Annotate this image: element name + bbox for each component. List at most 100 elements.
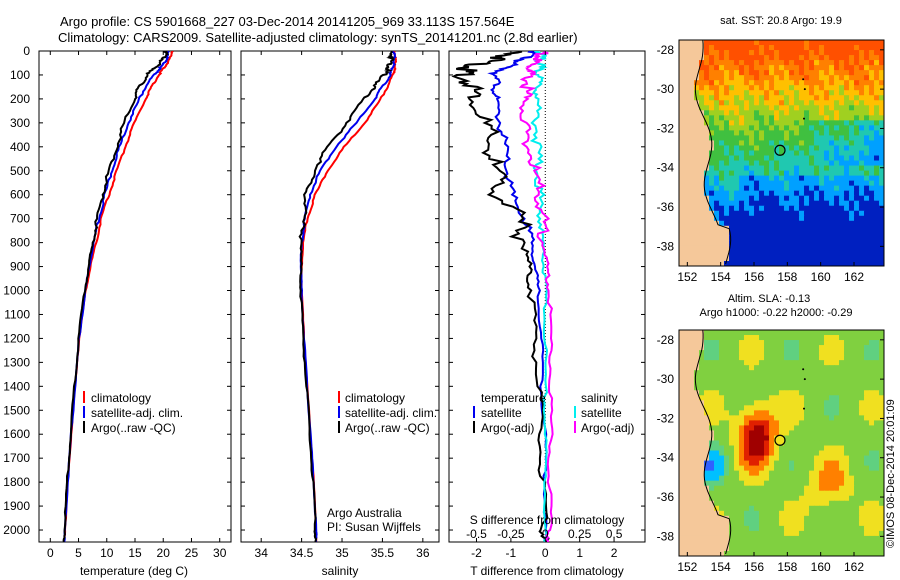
sla-cell bbox=[689, 460, 695, 467]
sla-cell bbox=[689, 405, 695, 411]
sla-cell bbox=[694, 495, 700, 502]
sst-cell bbox=[829, 235, 835, 242]
sla-cell bbox=[869, 340, 875, 346]
sla-cell bbox=[734, 415, 740, 421]
sst-cell bbox=[844, 185, 850, 192]
sst-cell bbox=[839, 145, 845, 152]
sst-cell bbox=[864, 80, 870, 86]
sst-cell bbox=[734, 130, 740, 137]
sla-cell bbox=[844, 450, 850, 457]
sla-cell bbox=[734, 460, 740, 467]
sst-cell bbox=[824, 260, 830, 266]
sla-cell bbox=[859, 330, 865, 336]
series-line-s-argo-adj- bbox=[518, 51, 554, 542]
sla-cell bbox=[694, 425, 700, 432]
sla-cell bbox=[714, 450, 720, 457]
sla-cell bbox=[804, 380, 810, 386]
sst-cell bbox=[799, 210, 805, 217]
sla-cell bbox=[769, 455, 775, 462]
sst-cell bbox=[784, 250, 790, 257]
sst-cell bbox=[709, 105, 715, 111]
sst-cell bbox=[839, 175, 845, 182]
sla-cell bbox=[679, 440, 685, 447]
sla-cell bbox=[744, 460, 750, 467]
sst-cell bbox=[704, 160, 710, 167]
sst-cell bbox=[729, 175, 735, 182]
sst-cell bbox=[859, 260, 865, 266]
sst-cell bbox=[684, 115, 690, 121]
sst-cell bbox=[774, 255, 780, 262]
sla-cell bbox=[849, 340, 855, 346]
sla-cell bbox=[729, 535, 735, 542]
sla-cell bbox=[869, 410, 875, 416]
sla-cell bbox=[684, 445, 690, 452]
sst-cell bbox=[844, 95, 850, 101]
sla-cell bbox=[739, 340, 745, 346]
sst-cell bbox=[784, 60, 790, 66]
sst-cell bbox=[794, 220, 800, 227]
sla-cell bbox=[779, 435, 785, 442]
sst-cell bbox=[744, 80, 750, 86]
sst-cell bbox=[694, 200, 700, 207]
sla-cell bbox=[799, 455, 805, 462]
sst-cell bbox=[684, 120, 690, 126]
sst-cell bbox=[874, 175, 880, 182]
sst-cell bbox=[709, 40, 715, 46]
sst-cell bbox=[869, 225, 875, 232]
sla-cell bbox=[734, 340, 740, 346]
sst-cell bbox=[734, 225, 740, 232]
sla-cell bbox=[704, 420, 710, 427]
sla-cell bbox=[759, 475, 765, 482]
sst-cell bbox=[759, 260, 765, 266]
sla-cell bbox=[804, 350, 810, 356]
sla-cell bbox=[809, 385, 815, 391]
sla-cell bbox=[764, 510, 770, 517]
sst-cell bbox=[834, 135, 840, 142]
sst-cell bbox=[689, 50, 695, 56]
sla-cell bbox=[849, 435, 855, 442]
sla-cell bbox=[729, 405, 735, 411]
sla-cell bbox=[749, 385, 755, 391]
sst-cell bbox=[804, 155, 810, 162]
sla-cell bbox=[869, 335, 875, 341]
sla-cell bbox=[694, 485, 700, 492]
sst-cell bbox=[784, 135, 790, 142]
depth-tick-label: 1300 bbox=[3, 355, 30, 369]
x-tick-label-top: 0.5 bbox=[606, 527, 623, 541]
sst-cell bbox=[744, 115, 750, 121]
sla-cell bbox=[684, 440, 690, 447]
sst-cell bbox=[754, 60, 760, 66]
sla-cell bbox=[759, 550, 765, 556]
sst-cell bbox=[789, 105, 795, 111]
sst-cell bbox=[764, 165, 770, 172]
sst-cell bbox=[699, 240, 705, 247]
depth-tick-label: 1400 bbox=[3, 379, 30, 393]
sla-cell bbox=[759, 430, 765, 437]
sst-cell bbox=[739, 95, 745, 101]
sst-cell bbox=[804, 200, 810, 207]
sst-cell bbox=[874, 40, 880, 46]
sla-cell bbox=[879, 375, 884, 381]
sst-cell bbox=[749, 240, 755, 247]
sla-cell bbox=[684, 415, 690, 421]
sst-cell bbox=[764, 150, 770, 157]
sst-cell bbox=[859, 185, 865, 192]
sla-cell bbox=[789, 390, 795, 396]
sst-cell bbox=[864, 260, 870, 266]
sst-cell bbox=[849, 230, 855, 237]
sla-cell bbox=[879, 350, 884, 356]
sst-cell bbox=[844, 135, 850, 142]
sst-cell bbox=[834, 210, 840, 217]
sla-cell bbox=[859, 370, 865, 376]
sst-cell bbox=[834, 150, 840, 157]
sla-cell bbox=[764, 475, 770, 482]
sla-cell bbox=[749, 440, 755, 447]
x-tick-label-top: 0.25 bbox=[568, 527, 592, 541]
sst-cell bbox=[734, 90, 740, 96]
sst-cell bbox=[799, 80, 805, 86]
sst-cell bbox=[739, 90, 745, 96]
sst-cell bbox=[744, 125, 750, 131]
sla-cell bbox=[749, 475, 755, 482]
sla-cell bbox=[764, 520, 770, 527]
sla-cell bbox=[824, 330, 830, 336]
